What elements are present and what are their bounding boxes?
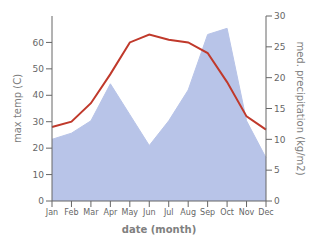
svg-text:Feb: Feb (64, 208, 78, 217)
svg-text:20: 20 (33, 143, 45, 153)
svg-text:Oct: Oct (220, 208, 234, 217)
svg-text:date (month): date (month) (122, 224, 196, 235)
svg-text:Nov: Nov (239, 208, 255, 217)
svg-text:0: 0 (274, 196, 280, 206)
svg-text:10: 10 (33, 170, 45, 180)
svg-text:max temp (C): max temp (C) (12, 74, 23, 143)
svg-text:0: 0 (38, 196, 44, 206)
svg-text:20: 20 (274, 73, 286, 83)
svg-text:30: 30 (274, 11, 286, 21)
svg-text:30: 30 (33, 117, 45, 127)
svg-text:May: May (122, 208, 139, 217)
svg-text:10: 10 (274, 135, 286, 145)
svg-text:Jan: Jan (45, 208, 58, 217)
svg-text:50: 50 (33, 64, 45, 74)
svg-text:Jul: Jul (163, 208, 174, 217)
svg-text:15: 15 (274, 104, 285, 114)
svg-text:Dec: Dec (258, 208, 273, 217)
svg-text:60: 60 (33, 38, 45, 48)
svg-text:med. precipitation (kg/m2): med. precipitation (kg/m2) (295, 41, 306, 175)
svg-text:40: 40 (33, 90, 45, 100)
svg-text:Sep: Sep (200, 208, 215, 217)
svg-text:25: 25 (274, 42, 285, 52)
svg-text:Aug: Aug (180, 208, 196, 217)
svg-text:Jun: Jun (142, 208, 156, 217)
svg-text:Mar: Mar (83, 208, 99, 217)
svg-text:Apr: Apr (103, 208, 118, 217)
svg-text:5: 5 (274, 165, 280, 175)
